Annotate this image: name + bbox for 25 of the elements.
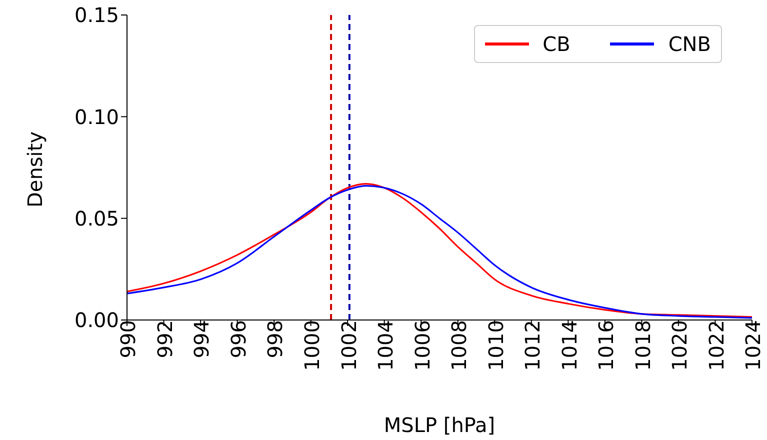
x-tick-label: 996 (226, 320, 250, 358)
y-axis-title: Density (23, 131, 48, 208)
x-tick-label: 1016 (594, 320, 618, 371)
x-tick-label: 992 (152, 320, 177, 358)
x-tick-label: 1022 (704, 320, 728, 371)
x-tick-label: 1002 (336, 320, 361, 371)
y-tick-label: 0.10 (74, 104, 119, 129)
legend-label: CB (542, 32, 570, 56)
x-tick-label: 1004 (374, 320, 398, 371)
x-axis-title: MSLP [hPa] (384, 413, 496, 437)
x-tick-label: 1006 (410, 320, 434, 371)
y-tick-label: 0.05 (74, 206, 119, 230)
x-tick-label: 1000 (300, 320, 324, 371)
x-tick-label: 1024 (741, 320, 766, 371)
y-tick-label: 0.15 (74, 3, 119, 28)
x-tick-label: 998 (263, 320, 288, 358)
y-tick-label: 0.00 (74, 308, 119, 332)
x-tick-label: 1018 (630, 320, 655, 371)
x-tick-label: 1014 (557, 320, 582, 371)
x-tick-label: 994 (190, 320, 214, 358)
legend-label: CNB (667, 32, 711, 56)
x-tick-label: 1020 (668, 320, 692, 371)
x-tick-label: 1012 (520, 320, 545, 371)
x-tick-label: 1010 (484, 320, 508, 371)
x-tick-label: 1008 (447, 320, 472, 371)
